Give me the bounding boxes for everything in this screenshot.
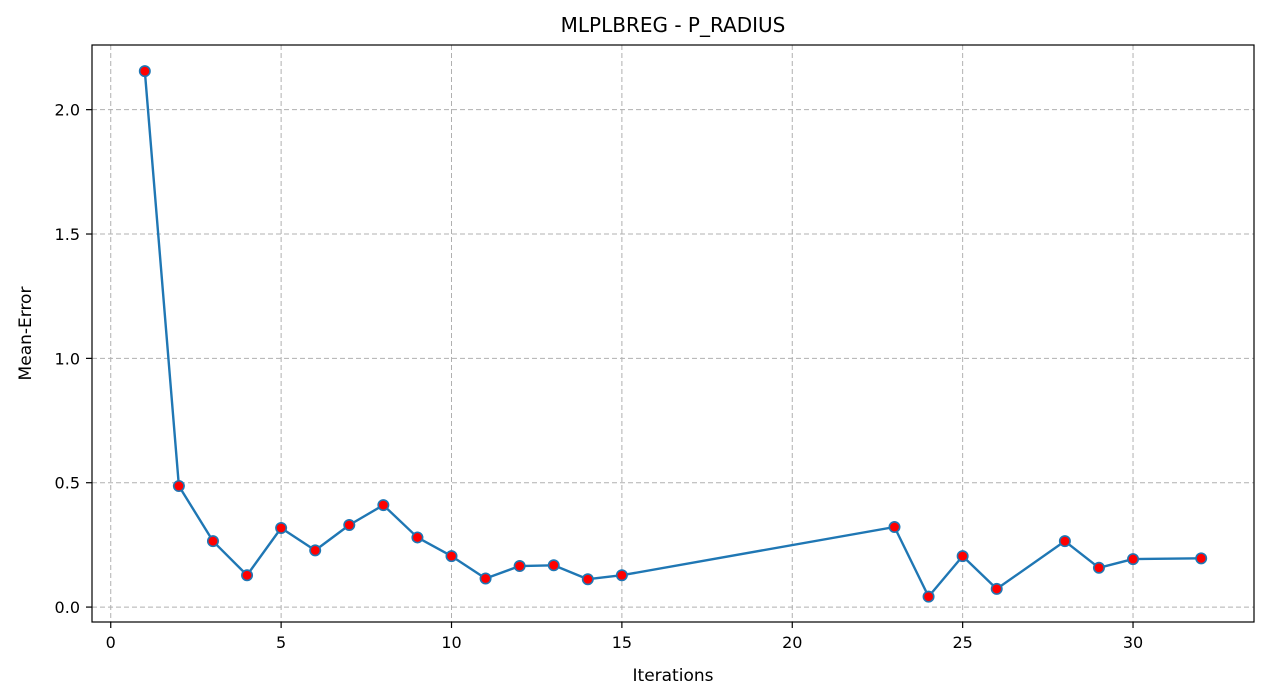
- x-tick-label: 0: [106, 633, 116, 652]
- x-tick-label: 25: [952, 633, 972, 652]
- data-point: [1195, 552, 1208, 565]
- x-tick-label: 30: [1123, 633, 1143, 652]
- data-point: [172, 479, 185, 492]
- series-layer: [143, 71, 1202, 598]
- data-point: [479, 572, 492, 585]
- y-tick-label: 1.5: [55, 225, 80, 244]
- data-point: [922, 590, 935, 603]
- y-axis: 0.0 0.5 1.0 1.5 2.0: [55, 101, 92, 617]
- x-tick-label: 20: [782, 633, 802, 652]
- x-axis: 0 5 10 15 20 25 30: [106, 622, 1143, 652]
- data-point: [581, 573, 594, 586]
- data-point: [411, 531, 424, 544]
- data-point: [206, 535, 219, 548]
- y-tick-label: 0.0: [55, 598, 80, 617]
- x-axis-label: Iterations: [633, 666, 714, 686]
- data-point: [377, 499, 390, 512]
- data-point: [275, 521, 288, 534]
- x-tick-label: 15: [612, 633, 632, 652]
- data-point: [343, 519, 356, 532]
- y-tick-label: 1.0: [55, 349, 80, 368]
- data-point: [1092, 561, 1105, 574]
- y-tick-label: 0.5: [55, 474, 80, 493]
- data-point: [1058, 535, 1071, 548]
- data-point: [445, 550, 458, 563]
- plot-frame: [91, 44, 1255, 623]
- data-point: [888, 520, 901, 533]
- data-point: [547, 559, 560, 572]
- grid: [92, 45, 1254, 622]
- data-point: [1127, 553, 1140, 566]
- x-tick-label: 10: [441, 633, 461, 652]
- data-point: [990, 582, 1003, 595]
- data-point: [615, 569, 628, 582]
- data-point: [309, 544, 322, 557]
- data-point: [956, 550, 969, 563]
- data-point: [241, 569, 254, 582]
- series-line: [143, 71, 1202, 598]
- x-tick-label: 5: [276, 633, 286, 652]
- chart-title: MLPLBREG - P_RADIUS: [561, 13, 786, 37]
- y-axis-label: Mean-Error: [16, 287, 36, 381]
- data-point: [513, 560, 526, 573]
- markers: [138, 65, 1208, 603]
- data-point: [138, 65, 151, 78]
- y-tick-label: 2.0: [55, 101, 80, 120]
